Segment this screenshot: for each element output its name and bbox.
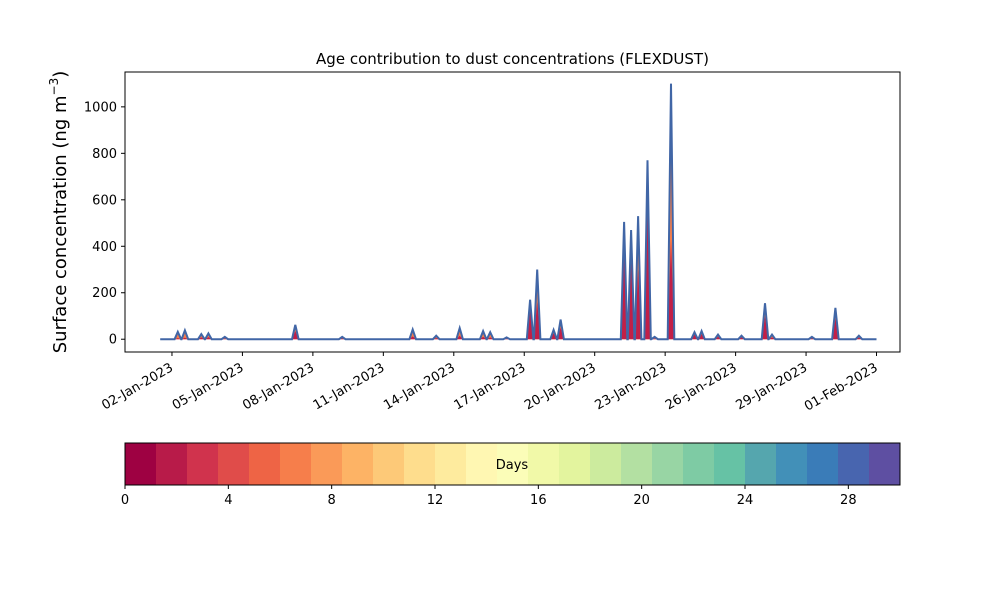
colorbar-swatch (373, 443, 405, 485)
colorbar-swatch (714, 443, 746, 485)
x-tick-label: 20-Jan-2023 (522, 360, 599, 413)
colorbar-label: Days (496, 458, 529, 473)
area-layer-mid-age (160, 83, 877, 340)
colorbar-swatch (745, 443, 777, 485)
y-tick-label: 0 (109, 333, 117, 348)
x-tick-label: 14-Jan-2023 (381, 360, 458, 413)
x-tick-label: 02-Jan-2023 (99, 360, 176, 413)
colorbar-swatch (218, 443, 250, 485)
x-tick-label: 08-Jan-2023 (240, 360, 317, 413)
y-axis-label-superscript: −3 (47, 78, 61, 96)
plot-area (160, 83, 877, 341)
x-tick-label: 11-Jan-2023 (311, 360, 388, 413)
colorbar-swatch (187, 443, 219, 485)
colorbar-swatch (404, 443, 436, 485)
colorbar-swatch (311, 443, 343, 485)
colorbar-swatch (125, 443, 157, 485)
colorbar-swatch (249, 443, 281, 485)
colorbar-frame (124, 442, 901, 486)
y-tick-label: 800 (92, 147, 117, 162)
colorbar-swatch (590, 443, 622, 485)
y-axis-label: Surface concentration (ng m−3) (47, 71, 71, 354)
colorbar-swatch (838, 443, 870, 485)
colorbar-tick-label: 20 (633, 493, 650, 508)
colorbar: 0 4 8 12 16 20 24 28 (121, 443, 901, 508)
colorbar-swatch (652, 443, 684, 485)
x-tick-label: 26-Jan-2023 (663, 360, 740, 413)
x-tick-label: 17-Jan-2023 (452, 360, 529, 413)
colorbar-tick-label: 16 (530, 493, 547, 508)
x-tick-label: 05-Jan-2023 (170, 360, 247, 413)
colorbar-swatch (280, 443, 312, 485)
y-tick-label: 600 (92, 193, 117, 208)
y-tick-label: 1000 (84, 100, 117, 115)
colorbar-swatch (466, 443, 498, 485)
y-axis-label-close: ) (50, 71, 71, 78)
total-concentration-line (160, 83, 877, 341)
colorbar-tick-label: 8 (328, 493, 336, 508)
x-tick-label: 01-Feb-2023 (802, 360, 881, 414)
colorbar-swatch (156, 443, 188, 485)
colorbar-swatch (559, 443, 591, 485)
colorbar-tick-label: 24 (737, 493, 754, 508)
colorbar-swatch (776, 443, 808, 485)
colorbar-swatch (807, 443, 839, 485)
colorbar-tick-label: 0 (121, 493, 129, 508)
colorbar-swatch (497, 443, 529, 485)
x-axis: 02-Jan-202305-Jan-202308-Jan-202311-Jan-… (99, 352, 881, 414)
plot-frame (124, 71, 901, 353)
colorbar-tick-label: 12 (427, 493, 444, 508)
y-tick-label: 400 (92, 240, 117, 255)
colorbar-swatch (869, 443, 901, 485)
colorbar-swatch (435, 443, 467, 485)
y-axis-label-main: Surface concentration (ng m (50, 95, 71, 353)
colorbar-swatch (528, 443, 560, 485)
y-axis: 0 200 400 600 800 1000 (84, 100, 125, 348)
x-tick-label: 23-Jan-2023 (593, 360, 670, 413)
colorbar-tick-label: 28 (840, 493, 857, 508)
colorbar-swatch (683, 443, 715, 485)
colorbar-swatch (621, 443, 653, 485)
chart-title: Age contribution to dust concentrations … (316, 50, 709, 68)
area-layer-young-age (160, 202, 877, 340)
colorbar-tick-label: 4 (224, 493, 232, 508)
x-tick-label: 29-Jan-2023 (733, 360, 810, 413)
colorbar-swatch (342, 443, 374, 485)
y-tick-label: 200 (92, 286, 117, 301)
